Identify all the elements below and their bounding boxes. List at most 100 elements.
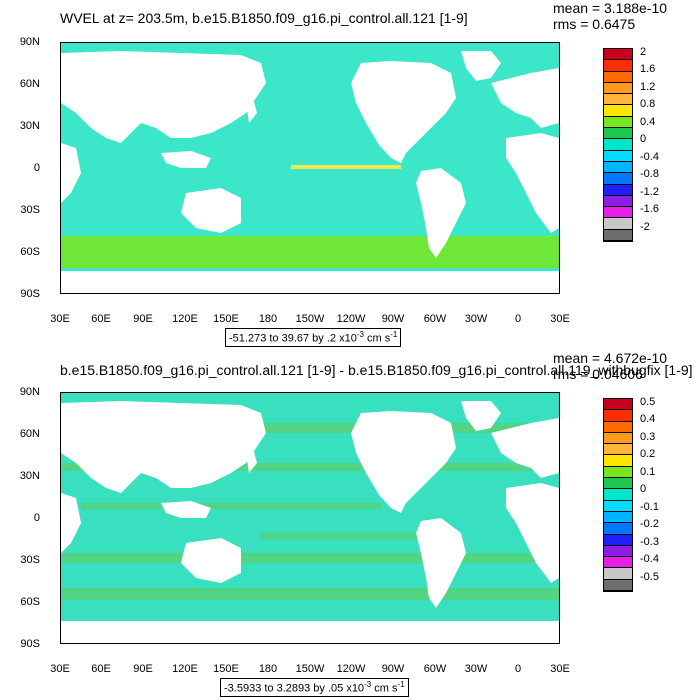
legend-swatch bbox=[604, 421, 632, 433]
legend-label: -2 bbox=[640, 220, 650, 233]
top-range-unit-exp: -1 bbox=[390, 330, 398, 339]
legend-swatch bbox=[604, 523, 632, 535]
top-range-prefix: -51.273 to 39.67 by .2 x10 bbox=[229, 332, 357, 345]
bottom-land bbox=[61, 401, 559, 608]
bottom-map bbox=[60, 392, 560, 644]
top-land bbox=[61, 51, 559, 258]
legend-swatch bbox=[604, 410, 632, 422]
legend-label: -0.4 bbox=[640, 150, 659, 163]
bottom-panel: b.e15.B1850.f09_g16.pi_control.all.121 [… bbox=[0, 350, 700, 700]
legend-label: 0.4 bbox=[640, 413, 656, 426]
top-lon-label: 150E bbox=[213, 313, 239, 325]
legend-label: 0.2 bbox=[640, 448, 656, 461]
top-lat-label: 30S bbox=[20, 204, 40, 216]
bottom-range-prefix: -3.5933 to 3.2893 by .05 x10 bbox=[224, 682, 365, 695]
top-stats: mean = 3.188e-10 rms = 0.6475 bbox=[553, 0, 667, 32]
legend-label: 0.3 bbox=[640, 430, 656, 443]
bottom-map-svg bbox=[61, 393, 559, 643]
bottom-lon-label: 30W bbox=[464, 663, 488, 675]
top-equator-band bbox=[291, 165, 401, 169]
legend-swatch bbox=[604, 150, 632, 162]
bottom-lon-label: 150W bbox=[295, 663, 325, 675]
legend-label: -0.3 bbox=[640, 535, 659, 548]
bottom-lat-label: 30S bbox=[20, 554, 40, 566]
top-lon-label: 90W bbox=[381, 313, 405, 325]
legend-swatch bbox=[604, 444, 632, 456]
legend-swatch bbox=[604, 534, 632, 546]
bottom-lat-label: 60N bbox=[19, 428, 40, 440]
top-rms: rms = 0.6475 bbox=[553, 16, 636, 32]
top-lon-label: 90E bbox=[133, 313, 153, 325]
legend-swatch bbox=[604, 455, 632, 467]
top-range-exp: -3 bbox=[356, 330, 364, 339]
legend-label: 1.2 bbox=[640, 80, 656, 93]
legend-swatch bbox=[604, 545, 632, 558]
legend-swatch bbox=[604, 218, 632, 230]
top-lat-label: 0 bbox=[33, 162, 40, 174]
bottom-lat-label: 60S bbox=[20, 596, 40, 608]
bottom-lon-label: 120E bbox=[172, 663, 198, 675]
bottom-lon-label: 60W bbox=[423, 663, 447, 675]
legend-label: 2 bbox=[640, 46, 647, 58]
legend-swatch bbox=[604, 105, 632, 117]
legend-swatch bbox=[604, 466, 632, 479]
legend-label: 0.8 bbox=[640, 98, 656, 111]
bottom-legend bbox=[603, 398, 633, 593]
legend-swatch bbox=[604, 139, 632, 151]
legend-label: 0.1 bbox=[640, 465, 656, 478]
top-lat-label: 60N bbox=[19, 78, 40, 90]
legend-swatch bbox=[604, 49, 632, 61]
bottom-lon-label: 90W bbox=[381, 663, 405, 675]
legend-label: -1.2 bbox=[640, 185, 659, 198]
top-legend bbox=[603, 48, 633, 243]
bottom-range-box: -3.5933 to 3.2893 by .05 x10-3 cm s-1 bbox=[220, 678, 409, 697]
top-range-suffix: cm s bbox=[363, 332, 391, 345]
legend-swatch bbox=[604, 128, 632, 140]
top-lat-label: 90S bbox=[20, 288, 40, 300]
legend-swatch bbox=[604, 579, 632, 592]
top-lat-label: 30N bbox=[19, 120, 40, 132]
top-range-box: -51.273 to 39.67 by .2 x10-3 cm s-1 bbox=[225, 328, 402, 347]
legend-label: 0.4 bbox=[640, 115, 656, 128]
bottom-title: b.e15.B1850.f09_g16.pi_control.all.121 [… bbox=[60, 362, 693, 378]
bottom-lon-label: 0 bbox=[514, 663, 522, 675]
legend-label: 1.6 bbox=[640, 63, 656, 76]
legend-label: 0 bbox=[640, 483, 647, 496]
top-southern-band bbox=[61, 236, 559, 268]
legend-swatch bbox=[604, 511, 632, 524]
legend-swatch bbox=[604, 60, 632, 72]
bottom-antarctica bbox=[61, 621, 559, 643]
bottom-lon-label: 150E bbox=[213, 663, 239, 675]
bottom-lon-label: 30E bbox=[550, 663, 570, 675]
legend-swatch bbox=[604, 184, 632, 196]
bottom-lat-label: 90N bbox=[19, 386, 40, 398]
legend-swatch bbox=[604, 82, 632, 95]
bottom-range-unit-exp: -1 bbox=[397, 680, 405, 689]
legend-label: -0.5 bbox=[640, 570, 659, 583]
top-lon-label: 180 bbox=[258, 313, 278, 325]
bottom-lon-label: 180 bbox=[258, 663, 278, 675]
bottom-range-suffix: cm s bbox=[371, 682, 398, 695]
top-lat-label: 60S bbox=[20, 246, 40, 258]
top-lon-label: 60E bbox=[91, 313, 111, 325]
legend-swatch bbox=[604, 94, 632, 106]
legend-label: -1.6 bbox=[640, 203, 659, 216]
top-lon-label: 120E bbox=[172, 313, 198, 325]
bottom-lat-label: 90S bbox=[20, 638, 40, 650]
top-lon-label: 0 bbox=[514, 313, 522, 325]
top-lon-label: 150W bbox=[295, 313, 325, 325]
legend-swatch bbox=[604, 71, 632, 83]
bottom-lon-label: 120W bbox=[336, 663, 366, 675]
legend-swatch bbox=[604, 500, 632, 512]
legend-swatch bbox=[604, 173, 632, 185]
legend-swatch bbox=[604, 229, 632, 242]
legend-swatch bbox=[604, 478, 632, 490]
bottom-lon-label: 60E bbox=[91, 663, 111, 675]
top-map bbox=[60, 42, 560, 294]
legend-swatch bbox=[604, 557, 632, 569]
legend-label: 0 bbox=[640, 133, 647, 146]
top-lon-label: 30E bbox=[50, 313, 70, 325]
bottom-mean: mean = 4.672e-10 bbox=[553, 350, 668, 366]
bottom-lat-label: 0 bbox=[33, 512, 40, 524]
bottom-lat-label: 30N bbox=[19, 470, 40, 482]
